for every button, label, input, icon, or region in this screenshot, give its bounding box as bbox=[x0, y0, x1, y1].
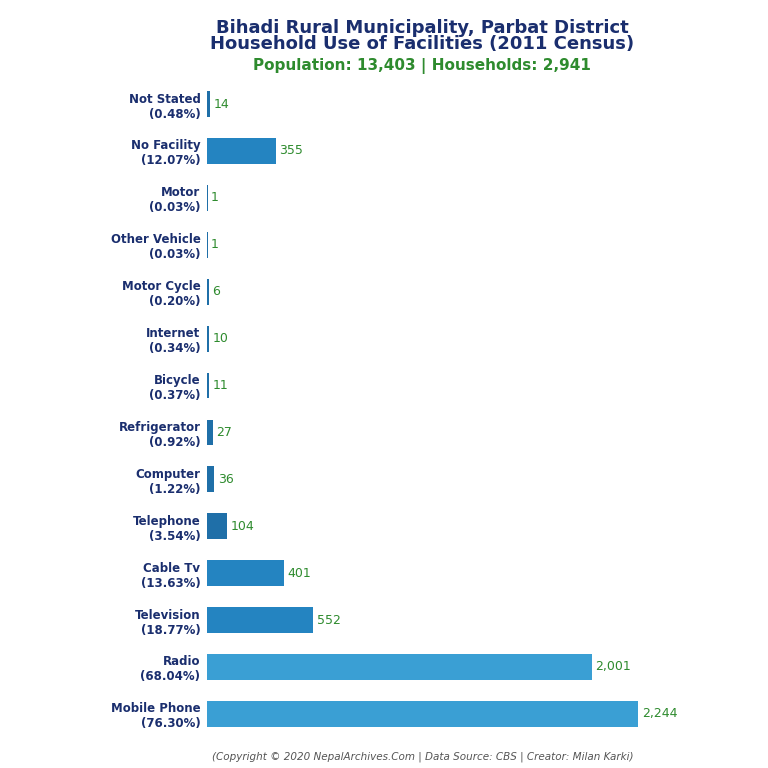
Bar bbox=[207, 138, 276, 164]
Text: Population: 13,403 | Households: 2,941: Population: 13,403 | Households: 2,941 bbox=[253, 58, 591, 74]
Text: 36: 36 bbox=[218, 473, 233, 486]
Text: 11: 11 bbox=[213, 379, 229, 392]
Bar bbox=[207, 279, 208, 305]
Bar bbox=[207, 654, 591, 680]
Text: Household Use of Facilities (2011 Census): Household Use of Facilities (2011 Census… bbox=[210, 35, 634, 52]
Bar bbox=[207, 419, 213, 445]
Text: 1: 1 bbox=[211, 191, 219, 204]
Bar bbox=[207, 701, 638, 727]
Text: 10: 10 bbox=[213, 332, 229, 345]
Bar bbox=[207, 607, 313, 633]
Text: 2,001: 2,001 bbox=[595, 660, 631, 674]
Text: 1: 1 bbox=[211, 238, 219, 251]
Bar bbox=[207, 91, 210, 117]
Text: 401: 401 bbox=[288, 567, 312, 580]
Text: 355: 355 bbox=[279, 144, 303, 157]
Bar bbox=[207, 372, 210, 399]
Text: (Copyright © 2020 NepalArchives.Com | Data Source: CBS | Creator: Milan Karki): (Copyright © 2020 NepalArchives.Com | Da… bbox=[212, 751, 633, 762]
Text: 552: 552 bbox=[316, 614, 341, 627]
Text: 14: 14 bbox=[214, 98, 230, 111]
Text: 104: 104 bbox=[230, 520, 254, 533]
Bar bbox=[207, 513, 227, 539]
Text: 6: 6 bbox=[212, 285, 220, 298]
Bar bbox=[207, 560, 284, 586]
Text: Bihadi Rural Municipality, Parbat District: Bihadi Rural Municipality, Parbat Distri… bbox=[216, 19, 629, 37]
Text: 27: 27 bbox=[216, 426, 232, 439]
Text: 2,244: 2,244 bbox=[641, 707, 677, 720]
Bar bbox=[207, 466, 214, 492]
Bar bbox=[207, 326, 209, 352]
